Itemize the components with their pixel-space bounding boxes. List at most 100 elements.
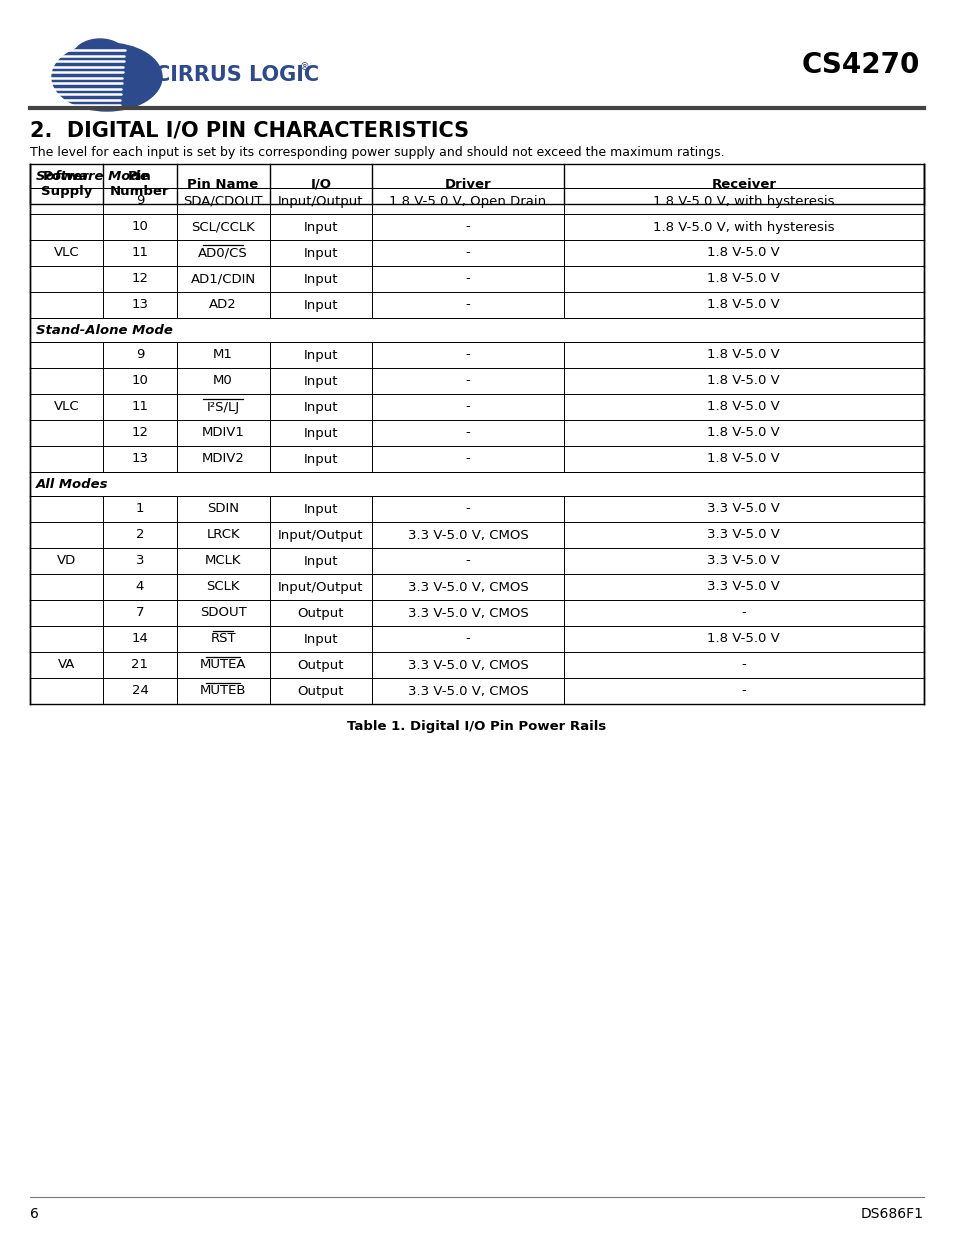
Text: MCLK: MCLK: [205, 555, 241, 568]
Text: 3: 3: [135, 555, 144, 568]
Text: -: -: [465, 299, 470, 311]
Text: I/O: I/O: [310, 178, 331, 190]
Text: -: -: [465, 452, 470, 466]
Text: VLC: VLC: [53, 400, 79, 414]
Text: Software Mode: Software Mode: [36, 169, 149, 183]
Text: Table 1. Digital I/O Pin Power Rails: Table 1. Digital I/O Pin Power Rails: [347, 720, 606, 734]
Text: 10: 10: [132, 374, 149, 388]
Text: Input: Input: [303, 273, 338, 285]
Text: 1.8 V-5.0 V: 1.8 V-5.0 V: [707, 299, 780, 311]
Text: 3.3 V-5.0 V, CMOS: 3.3 V-5.0 V, CMOS: [407, 658, 528, 672]
Text: VA: VA: [58, 658, 75, 672]
Text: Input: Input: [303, 452, 338, 466]
Text: 6: 6: [30, 1207, 39, 1221]
Text: 1.8 V-5.0 V: 1.8 V-5.0 V: [707, 374, 780, 388]
Text: 3.3 V-5.0 V, CMOS: 3.3 V-5.0 V, CMOS: [407, 684, 528, 698]
Text: Input: Input: [303, 426, 338, 440]
Text: AD0/CS: AD0/CS: [198, 247, 248, 259]
Text: Input/Output: Input/Output: [278, 580, 363, 594]
Text: 12: 12: [132, 273, 149, 285]
Text: Input: Input: [303, 555, 338, 568]
Text: Input/Output: Input/Output: [278, 529, 363, 541]
Text: Input: Input: [303, 400, 338, 414]
Text: SDIN: SDIN: [207, 503, 239, 515]
Text: 11: 11: [132, 247, 149, 259]
Text: 1.8 V-5.0 V: 1.8 V-5.0 V: [707, 452, 780, 466]
Text: 1.8 V-5.0 V: 1.8 V-5.0 V: [707, 400, 780, 414]
Text: -: -: [740, 658, 745, 672]
Text: I²S/LJ: I²S/LJ: [207, 400, 239, 414]
Text: Input: Input: [303, 348, 338, 362]
Text: 4: 4: [135, 580, 144, 594]
Text: VLC: VLC: [53, 247, 79, 259]
Text: M0: M0: [213, 374, 233, 388]
Text: SCL/CCLK: SCL/CCLK: [191, 221, 254, 233]
Text: Pin Name: Pin Name: [188, 178, 258, 190]
Text: Driver: Driver: [444, 178, 491, 190]
Text: -: -: [465, 400, 470, 414]
Text: Receiver: Receiver: [711, 178, 776, 190]
Text: Output: Output: [297, 658, 344, 672]
Text: VD: VD: [57, 555, 76, 568]
Text: -: -: [740, 684, 745, 698]
Text: SCLK: SCLK: [206, 580, 239, 594]
Text: 1.8 V-5.0 V: 1.8 V-5.0 V: [707, 348, 780, 362]
Text: -: -: [465, 426, 470, 440]
Text: AD1/CDIN: AD1/CDIN: [191, 273, 255, 285]
Text: 1: 1: [135, 503, 144, 515]
Text: 13: 13: [132, 452, 149, 466]
Ellipse shape: [72, 40, 128, 77]
Text: 3.3 V-5.0 V, CMOS: 3.3 V-5.0 V, CMOS: [407, 606, 528, 620]
Text: 3.3 V-5.0 V, CMOS: 3.3 V-5.0 V, CMOS: [407, 529, 528, 541]
Text: -: -: [465, 221, 470, 233]
Text: MUTEB: MUTEB: [199, 684, 246, 698]
Text: Input/Output: Input/Output: [278, 194, 363, 207]
Text: SDA/CDOUT: SDA/CDOUT: [183, 194, 263, 207]
Text: -: -: [465, 273, 470, 285]
Text: Input: Input: [303, 632, 338, 646]
Ellipse shape: [52, 43, 162, 111]
Text: 1.8 V-5.0 V, with hysteresis: 1.8 V-5.0 V, with hysteresis: [653, 194, 834, 207]
Text: AD2: AD2: [209, 299, 236, 311]
Text: -: -: [740, 606, 745, 620]
Text: Output: Output: [297, 684, 344, 698]
Text: 14: 14: [132, 632, 149, 646]
Text: ®: ®: [299, 62, 310, 72]
Text: 1.8 V-5.0 V: 1.8 V-5.0 V: [707, 273, 780, 285]
Text: 1.8 V-5.0 V: 1.8 V-5.0 V: [707, 247, 780, 259]
Text: MUTEA: MUTEA: [199, 658, 246, 672]
Text: 2.  DIGITAL I/O PIN CHARACTERISTICS: 2. DIGITAL I/O PIN CHARACTERISTICS: [30, 120, 469, 140]
Text: MDIV1: MDIV1: [201, 426, 244, 440]
Text: 3.3 V-5.0 V: 3.3 V-5.0 V: [707, 529, 780, 541]
Text: MDIV2: MDIV2: [201, 452, 244, 466]
Text: Output: Output: [297, 606, 344, 620]
Text: 1.8 V-5.0 V: 1.8 V-5.0 V: [707, 632, 780, 646]
Text: CIRRUS LOGIC: CIRRUS LOGIC: [154, 65, 319, 85]
Text: Pin
Number: Pin Number: [111, 170, 170, 198]
Text: Power
Supply: Power Supply: [41, 170, 92, 198]
Text: 3.3 V-5.0 V: 3.3 V-5.0 V: [707, 503, 780, 515]
Text: Stand-Alone Mode: Stand-Alone Mode: [36, 324, 172, 336]
Text: -: -: [465, 632, 470, 646]
Text: Input: Input: [303, 503, 338, 515]
Text: 7: 7: [135, 606, 144, 620]
Text: 11: 11: [132, 400, 149, 414]
Text: 9: 9: [135, 194, 144, 207]
Text: Input: Input: [303, 221, 338, 233]
Text: -: -: [465, 374, 470, 388]
Text: -: -: [465, 247, 470, 259]
Text: 3.3 V-5.0 V: 3.3 V-5.0 V: [707, 555, 780, 568]
Text: 9: 9: [135, 348, 144, 362]
Text: 12: 12: [132, 426, 149, 440]
Text: CS4270: CS4270: [801, 51, 919, 79]
Text: Input: Input: [303, 374, 338, 388]
Text: RST: RST: [210, 632, 235, 646]
Text: 24: 24: [132, 684, 149, 698]
Text: 1.8 V-5.0 V, with hysteresis: 1.8 V-5.0 V, with hysteresis: [653, 221, 834, 233]
Text: -: -: [465, 503, 470, 515]
Text: 21: 21: [132, 658, 149, 672]
Text: 1.8 V-5.0 V: 1.8 V-5.0 V: [707, 426, 780, 440]
Text: The level for each input is set by its corresponding power supply and should not: The level for each input is set by its c…: [30, 146, 724, 159]
Text: 3.3 V-5.0 V: 3.3 V-5.0 V: [707, 580, 780, 594]
Text: 1.8 V-5.0 V, Open Drain: 1.8 V-5.0 V, Open Drain: [389, 194, 546, 207]
